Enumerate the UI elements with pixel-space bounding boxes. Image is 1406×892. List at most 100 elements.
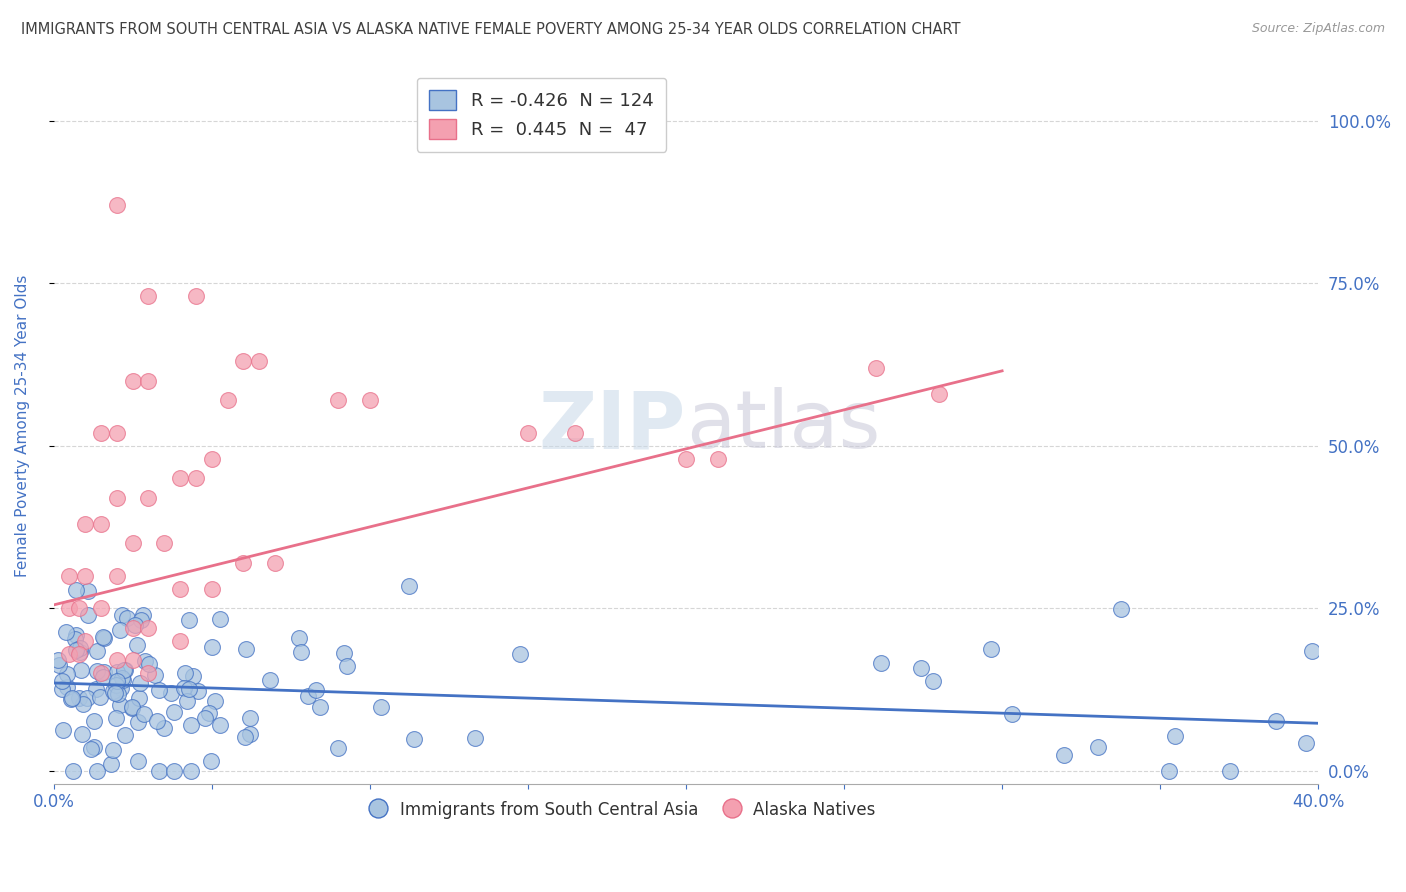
Point xyxy=(110,671,132,685)
Point xyxy=(305,683,328,698)
Point xyxy=(180,718,202,732)
Point xyxy=(86,664,108,678)
Point xyxy=(105,678,128,692)
Point xyxy=(160,686,183,700)
Point xyxy=(509,647,531,661)
Point xyxy=(121,700,143,714)
Point xyxy=(93,630,115,644)
Point xyxy=(58,647,80,661)
Point xyxy=(336,659,359,673)
Point xyxy=(675,451,697,466)
Text: ZIP: ZIP xyxy=(538,387,686,465)
Point xyxy=(121,700,143,714)
Point xyxy=(138,289,160,303)
Point xyxy=(58,568,80,582)
Point xyxy=(264,556,287,570)
Point xyxy=(132,608,155,623)
Point xyxy=(138,621,160,635)
Point xyxy=(121,653,143,667)
Point xyxy=(180,764,202,778)
Point xyxy=(359,393,381,408)
Point xyxy=(404,731,426,746)
Point xyxy=(194,710,217,724)
Point xyxy=(110,681,132,695)
Point xyxy=(370,699,392,714)
Point xyxy=(108,698,131,713)
Point xyxy=(201,451,224,466)
Legend: Immigrants from South Central Asia, Alaska Natives: Immigrants from South Central Asia, Alas… xyxy=(363,794,882,825)
Point xyxy=(121,374,143,388)
Point xyxy=(217,393,239,408)
Point xyxy=(153,536,176,550)
Point xyxy=(308,700,330,714)
Point xyxy=(209,718,232,732)
Point xyxy=(90,425,112,440)
Point xyxy=(398,579,420,593)
Point xyxy=(70,664,93,678)
Point xyxy=(169,582,191,596)
Point xyxy=(232,556,254,570)
Point xyxy=(46,653,69,667)
Point xyxy=(93,665,115,679)
Point xyxy=(127,715,149,730)
Point xyxy=(259,673,281,687)
Point xyxy=(288,632,311,646)
Point xyxy=(108,624,131,638)
Point xyxy=(76,690,98,705)
Point xyxy=(163,705,186,719)
Point xyxy=(138,657,160,671)
Point xyxy=(187,684,209,698)
Point xyxy=(184,289,207,303)
Point xyxy=(52,723,75,737)
Point xyxy=(239,727,262,741)
Point xyxy=(105,653,128,667)
Point xyxy=(51,681,73,696)
Point xyxy=(153,721,176,735)
Point xyxy=(56,667,79,681)
Point xyxy=(148,764,170,778)
Point xyxy=(55,680,77,694)
Point xyxy=(69,640,91,655)
Point xyxy=(169,471,191,485)
Point xyxy=(59,692,82,706)
Point xyxy=(65,642,87,657)
Point xyxy=(1164,730,1187,744)
Point xyxy=(910,661,932,675)
Point xyxy=(105,491,128,505)
Point xyxy=(60,691,83,706)
Point xyxy=(169,633,191,648)
Text: IMMIGRANTS FROM SOUTH CENTRAL ASIA VS ALASKA NATIVE FEMALE POVERTY AMONG 25-34 Y: IMMIGRANTS FROM SOUTH CENTRAL ASIA VS AL… xyxy=(21,22,960,37)
Point xyxy=(65,583,87,598)
Point xyxy=(105,568,128,582)
Point xyxy=(208,612,231,626)
Point xyxy=(1301,644,1323,658)
Point xyxy=(100,756,122,771)
Point xyxy=(148,682,170,697)
Point xyxy=(128,691,150,706)
Point xyxy=(163,764,186,778)
Point xyxy=(233,731,256,745)
Point xyxy=(101,684,124,698)
Point xyxy=(235,642,257,657)
Point xyxy=(114,663,136,677)
Point xyxy=(128,676,150,690)
Point xyxy=(105,674,128,689)
Point xyxy=(706,451,728,466)
Point xyxy=(138,374,160,388)
Point xyxy=(297,689,319,703)
Point xyxy=(1053,747,1076,762)
Point xyxy=(93,631,115,645)
Point xyxy=(83,739,105,754)
Point xyxy=(105,198,128,212)
Y-axis label: Female Poverty Among 25-34 Year Olds: Female Poverty Among 25-34 Year Olds xyxy=(15,275,30,577)
Point xyxy=(922,674,945,689)
Point xyxy=(184,471,207,485)
Point xyxy=(55,625,77,640)
Point xyxy=(48,657,70,672)
Point xyxy=(129,613,152,627)
Point xyxy=(928,386,950,401)
Point xyxy=(1000,706,1022,721)
Point xyxy=(328,393,350,408)
Point xyxy=(76,607,98,622)
Point xyxy=(146,714,169,729)
